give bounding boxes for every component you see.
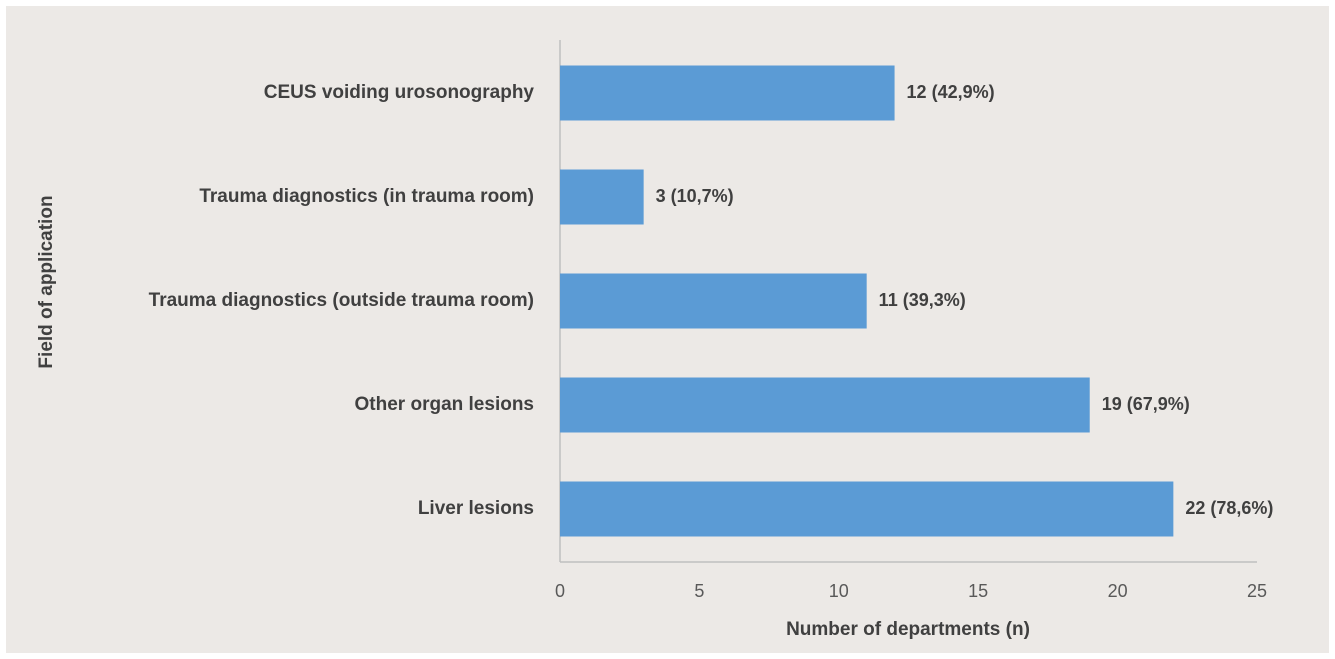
bar xyxy=(560,169,644,225)
x-tick-label: 0 xyxy=(555,581,565,601)
y-axis-label: Field of application xyxy=(36,195,57,368)
y-tick-label: Other organ lesions xyxy=(355,394,534,415)
y-tick-label: Trauma diagnostics (in trauma room) xyxy=(199,186,534,207)
x-tick-label: 25 xyxy=(1247,581,1267,601)
value-label: 11 (39,3%) xyxy=(879,290,966,310)
bar xyxy=(560,273,867,329)
value-label: 19 (67,9%) xyxy=(1102,394,1190,414)
x-tick-label: 15 xyxy=(968,581,988,601)
x-tick-label: 20 xyxy=(1108,581,1128,601)
y-tick-label: Liver lesions xyxy=(418,498,534,519)
value-label: 22 (78,6%) xyxy=(1185,498,1273,518)
bar xyxy=(560,65,895,121)
bar xyxy=(560,481,1174,537)
x-tick-label: 10 xyxy=(829,581,849,601)
bar xyxy=(560,377,1090,433)
y-tick-label: CEUS voiding urosonography xyxy=(264,82,535,103)
value-label: 3 (10,7%) xyxy=(656,186,734,206)
y-tick-label: Trauma diagnostics (outside trauma room) xyxy=(149,290,534,311)
value-label: 12 (42,9%) xyxy=(907,82,995,102)
x-tick-label: 5 xyxy=(694,581,704,601)
x-axis-label: Number of departments (n) xyxy=(786,619,1030,640)
